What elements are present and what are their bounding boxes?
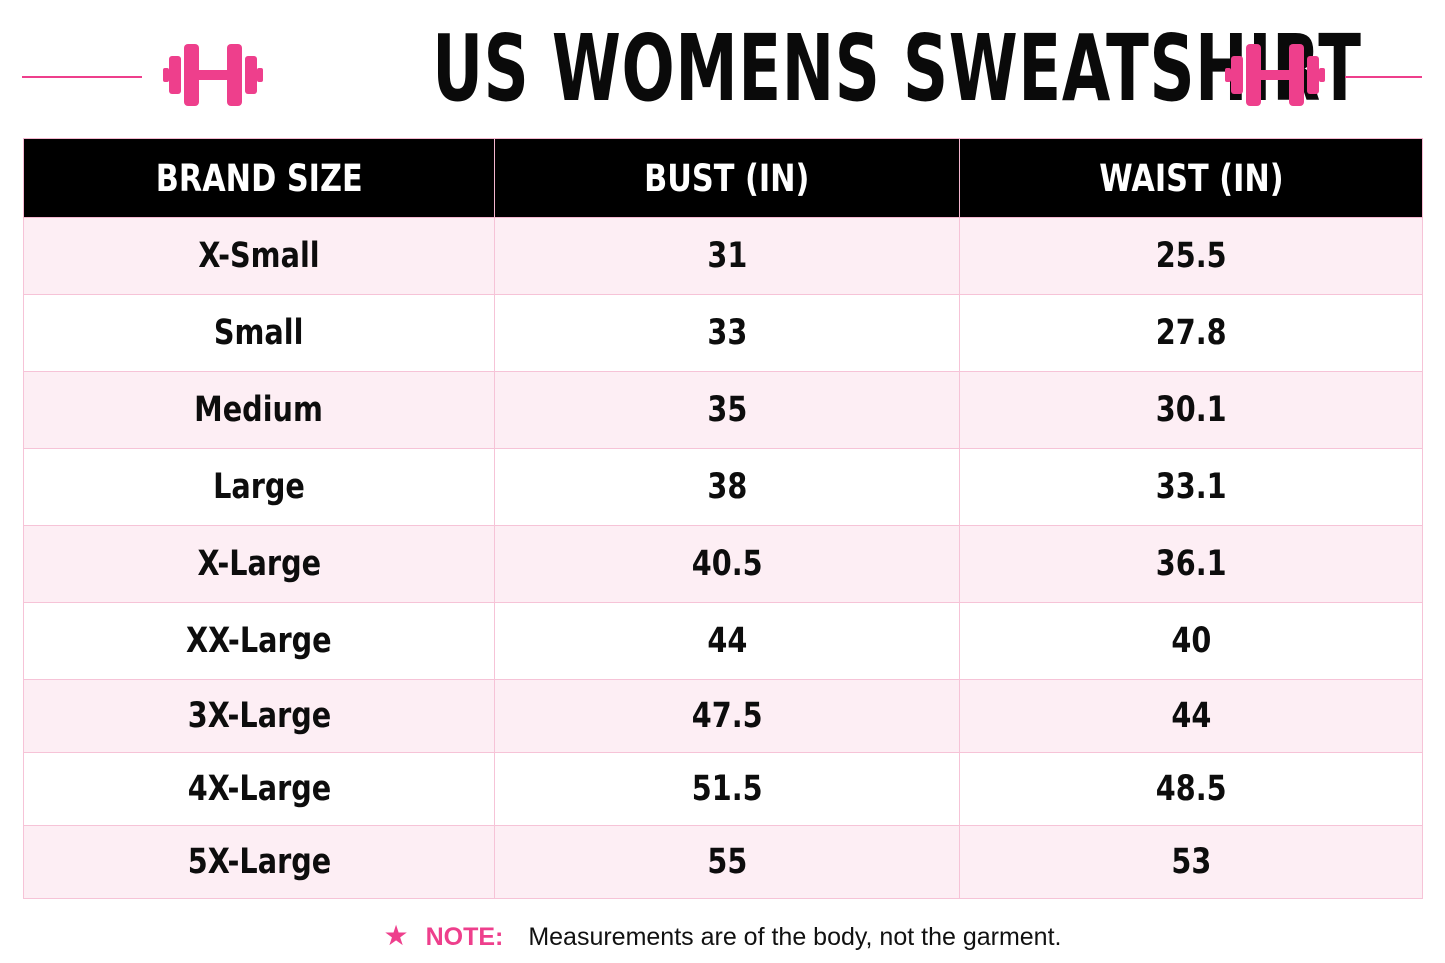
waist-cell: 44 (959, 679, 1423, 753)
header-brand-size: BRAND SIZE (23, 138, 495, 218)
bust-cell: 31 (494, 217, 960, 295)
bust-cell: 38 (494, 448, 960, 526)
waist-cell: 40 (959, 602, 1423, 680)
bust-cell: 51.5 (494, 752, 960, 826)
table-row: X-Small 31 25.5 (23, 217, 1423, 295)
table-row: X-Large 40.5 36.1 (23, 525, 1423, 603)
waist-cell: 25.5 (959, 217, 1423, 295)
bust-cell: 35 (494, 371, 960, 449)
page-title: US WOMENS SWEATSHIRT (432, 15, 1362, 122)
table-row: 5X-Large 55 53 (23, 825, 1423, 899)
size-cell: 4X-Large (23, 752, 495, 826)
size-cell: 3X-Large (23, 679, 495, 753)
size-cell: X-Large (23, 525, 495, 603)
table-header-row: BRAND SIZE BUST (IN) WAIST (IN) (23, 138, 1423, 218)
header-bust: BUST (IN) (494, 138, 960, 218)
page-header: US WOMENS SWEATSHIRT (0, 0, 1445, 138)
table-row: XX-Large 44 40 (23, 602, 1423, 680)
waist-cell: 36.1 (959, 525, 1423, 603)
bust-cell: 47.5 (494, 679, 960, 753)
size-cell: Large (23, 448, 495, 526)
decorative-line-right (1345, 76, 1422, 78)
table-row: 4X-Large 51.5 48.5 (23, 752, 1423, 826)
bust-cell: 40.5 (494, 525, 960, 603)
bust-cell: 55 (494, 825, 960, 899)
dumbbell-icon (1225, 44, 1325, 106)
waist-cell: 30.1 (959, 371, 1423, 449)
waist-cell: 53 (959, 825, 1423, 899)
star-icon: ★ (383, 920, 409, 951)
size-cell: X-Small (23, 217, 495, 295)
bust-cell: 44 (494, 602, 960, 680)
size-chart-table: BRAND SIZE BUST (IN) WAIST (IN) X-Small … (23, 138, 1423, 899)
table-row: 3X-Large 47.5 44 (23, 679, 1423, 753)
size-cell: 5X-Large (23, 825, 495, 899)
table-row: Large 38 33.1 (23, 448, 1423, 526)
header-waist: WAIST (IN) (959, 138, 1423, 218)
note-label: NOTE: (425, 923, 504, 951)
table-row: Small 33 27.8 (23, 294, 1423, 372)
waist-cell: 27.8 (959, 294, 1423, 372)
decorative-line-left (22, 76, 142, 78)
waist-cell: 48.5 (959, 752, 1423, 826)
table-row: Medium 35 30.1 (23, 371, 1423, 449)
size-cell: XX-Large (23, 602, 495, 680)
dumbbell-icon (163, 44, 263, 106)
note-text: Measurements are of the body, not the ga… (528, 923, 1062, 951)
bust-cell: 33 (494, 294, 960, 372)
footnote: ★ NOTE: Measurements are of the body, no… (0, 916, 1445, 956)
size-cell: Medium (23, 371, 495, 449)
waist-cell: 33.1 (959, 448, 1423, 526)
size-cell: Small (23, 294, 495, 372)
